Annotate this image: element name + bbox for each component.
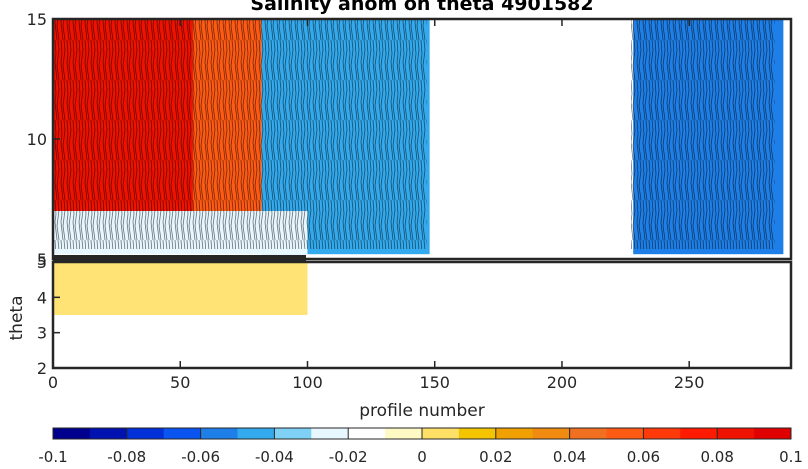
x-tick-label: 150	[419, 373, 450, 392]
colorbar-segment	[717, 428, 755, 439]
y-tick-label: 4	[37, 288, 47, 307]
chart-title: Salinity anom on theta 4901582	[250, 0, 593, 15]
colorbar-tick-label: 0.1	[779, 448, 803, 466]
colorbar-ticks: -0.1 -0.08 -0.06 -0.04 -0.02 0 0.02 0.04 0.06 0.0…	[38, 428, 803, 466]
x-axis: 0 50 100 150 200 250	[48, 19, 705, 392]
colorbar-tick-label: -0.1	[38, 448, 67, 466]
lower-y-axis: 2 3 4 5	[37, 253, 60, 378]
y-tick-label: 5	[37, 253, 47, 272]
colorbar-segment	[606, 428, 644, 439]
x-tick-label: 250	[674, 373, 705, 392]
lower-axes-frame	[51, 260, 793, 370]
x-axis-label: profile number	[359, 401, 484, 421]
y-tick-label: 5	[37, 250, 47, 269]
x-tick-label: 200	[547, 373, 578, 392]
lower-heatmap	[53, 262, 308, 315]
y-tick-label: 3	[37, 324, 47, 343]
colorbar-segment	[200, 428, 238, 439]
y-tick-label: 2	[37, 359, 47, 378]
colorbar-tick-label: 0.04	[553, 448, 586, 466]
y-tick-label: 15	[27, 10, 47, 29]
colorbar-segment	[89, 428, 128, 439]
colorbar-tick-label: 0	[417, 448, 427, 466]
y-tick-label: 10	[27, 130, 47, 149]
colorbar-tick-label: -0.02	[329, 448, 368, 466]
x-tick-label: 100	[292, 373, 323, 392]
colorbar-segment	[385, 428, 423, 439]
colorbar-segment	[126, 428, 165, 439]
heatmap-region	[53, 262, 308, 315]
colorbar-segment	[163, 428, 202, 439]
colorbar	[53, 428, 792, 439]
colorbar-tick-label: -0.04	[255, 448, 294, 466]
colorbar-segment	[680, 428, 718, 439]
colorbar-tick-label: -0.06	[181, 448, 220, 466]
y-axis-label: theta	[7, 296, 27, 341]
colorbar-segment	[495, 428, 534, 439]
colorbar-tick-label: 0.06	[627, 448, 660, 466]
colorbar-tick-label: -0.08	[107, 448, 146, 466]
colorbar-segment	[569, 428, 607, 439]
contour-texture	[53, 19, 775, 249]
x-tick-label: 50	[170, 373, 190, 392]
colorbar-segment	[532, 428, 571, 439]
colorbar-segment	[422, 428, 460, 439]
colorbar-segment	[754, 428, 792, 439]
colorbar-tick-label: 0.02	[479, 448, 512, 466]
colorbar-segment	[237, 428, 275, 439]
colorbar-segment	[643, 428, 681, 439]
x-tick-label: 0	[48, 373, 58, 392]
colorbar-segment	[348, 428, 386, 439]
colorbar-segment	[311, 428, 349, 439]
colorbar-segment	[53, 428, 91, 439]
colorbar-segment	[274, 428, 312, 439]
colorbar-tick-label: 0.08	[700, 448, 733, 466]
colorbar-segment	[458, 428, 497, 439]
upper-y-axis: 5 10 15	[27, 10, 60, 269]
